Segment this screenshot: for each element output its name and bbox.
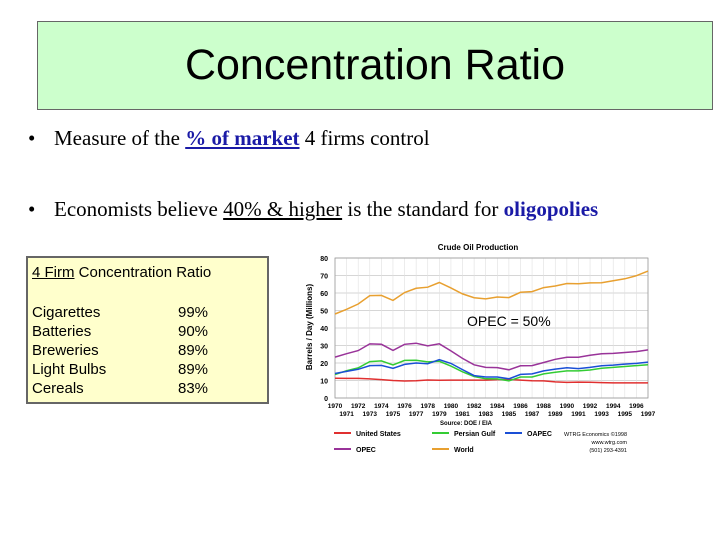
x-tick-label: 1973 bbox=[363, 411, 378, 418]
bullet-dot: • bbox=[28, 126, 36, 150]
market-share-link[interactable]: % of market bbox=[185, 126, 300, 150]
table-title-suffix: Concentration Ratio bbox=[74, 264, 212, 281]
x-tick-label: 1980 bbox=[444, 403, 459, 410]
credit-line: (501) 293-4391 bbox=[589, 448, 627, 454]
industry-ratio: 89% bbox=[178, 361, 209, 378]
concentration-table: 4 Firm Concentration Ratio Cigarettes 99%… bbox=[26, 256, 269, 404]
x-tick-label: 1992 bbox=[583, 403, 598, 410]
y-tick-label: 60 bbox=[320, 291, 328, 298]
x-tick-label: 1983 bbox=[478, 411, 493, 418]
x-tick-label: 1976 bbox=[397, 403, 412, 410]
industry-ratio: 90% bbox=[178, 323, 209, 340]
y-tick-label: 20 bbox=[320, 361, 328, 368]
x-tick-label: 1991 bbox=[571, 411, 586, 418]
chart-grid bbox=[334, 257, 649, 399]
series-line bbox=[334, 342, 649, 371]
bullet-2: • Economists believe 40% & higher is the … bbox=[28, 197, 598, 222]
industry-name: Breweries bbox=[32, 342, 99, 359]
x-tick-label: 1984 bbox=[490, 403, 505, 410]
y-axis-label: Barrels / Day (Millions) bbox=[305, 284, 314, 371]
series-line bbox=[334, 377, 648, 384]
chart-annotation: OPEC = 50% bbox=[467, 313, 551, 329]
legend-label: World bbox=[454, 447, 474, 454]
chart-credit: WTRG Economics ©1998 www.wtrg.com (501) 29… bbox=[564, 431, 627, 454]
y-tick-label: 40 bbox=[320, 326, 328, 333]
credit-line: WTRG Economics ©1998 bbox=[564, 431, 627, 438]
plot-frame bbox=[334, 257, 649, 399]
x-tick-label: 1975 bbox=[386, 411, 401, 418]
series-line bbox=[334, 358, 649, 380]
industry-ratio: 89% bbox=[178, 342, 209, 359]
x-tick-label: 1986 bbox=[513, 403, 528, 410]
legend-label: OPEC bbox=[356, 447, 376, 454]
series-line bbox=[334, 270, 649, 315]
x-tick-label: 1994 bbox=[606, 403, 621, 410]
x-tick-label: 1981 bbox=[455, 411, 470, 418]
table-title-prefix: 4 Firm bbox=[32, 264, 75, 281]
y-tick-label: 10 bbox=[320, 379, 328, 386]
slide-title: Concentration Ratio bbox=[184, 41, 566, 89]
y-tick-label: 0 bbox=[324, 396, 328, 403]
x-tick-label: 1978 bbox=[421, 403, 436, 410]
x-tick-label: 1987 bbox=[525, 411, 540, 418]
bullet-dot: • bbox=[28, 197, 36, 221]
bullet-2-mid: is the standard for bbox=[342, 197, 504, 221]
legend-label: Persian Gulf bbox=[454, 431, 496, 438]
industry-name: Cereals bbox=[32, 380, 84, 397]
table-row: Breweries 89% bbox=[32, 342, 262, 361]
y-tick-labels: 0 10 20 30 40 50 60 70 80 bbox=[320, 256, 328, 403]
bullet-2-underline: 40% & higher bbox=[223, 197, 343, 221]
x-tick-label: 1995 bbox=[618, 411, 633, 418]
title-box: Concentration Ratio bbox=[37, 21, 713, 110]
y-tick-label: 80 bbox=[320, 256, 328, 263]
series-line bbox=[334, 359, 649, 382]
x-tick-label: 1985 bbox=[502, 411, 517, 418]
x-tick-label: 1974 bbox=[374, 403, 389, 410]
x-tick-labels: 1970 1972 1974 1976 1978 1980 1982 1984 1986 1988… bbox=[328, 403, 656, 418]
credit-line: www.wtrg.com bbox=[591, 440, 628, 446]
table-row: Cereals 83% bbox=[32, 380, 262, 399]
x-tick-label: 1982 bbox=[467, 403, 482, 410]
chart-series bbox=[334, 270, 649, 384]
bullet-2-pre: Economists believe bbox=[54, 197, 224, 221]
x-tick-label: 1988 bbox=[536, 403, 551, 410]
x-tick-label: 1970 bbox=[328, 403, 343, 410]
industry-ratio: 99% bbox=[178, 304, 209, 321]
x-tick-label: 1972 bbox=[351, 403, 366, 410]
y-tick-label: 50 bbox=[320, 309, 328, 316]
table-title: 4 Firm Concentration Ratio bbox=[32, 264, 211, 281]
x-tick-label: 1996 bbox=[629, 403, 644, 410]
legend-label: United States bbox=[356, 431, 401, 438]
x-tick-label: 1977 bbox=[409, 411, 424, 418]
bullet-1: • Measure of the % of market 4 firms cont… bbox=[28, 126, 430, 151]
industry-name: Light Bulbs bbox=[32, 361, 107, 378]
chart-title: Crude Oil Production bbox=[438, 243, 519, 252]
x-tick-label: 1989 bbox=[548, 411, 563, 418]
oligopolies-term: oligopolies bbox=[503, 197, 599, 221]
x-tick-label: 1993 bbox=[594, 411, 609, 418]
y-tick-label: 30 bbox=[320, 344, 328, 351]
x-tick-label: 1971 bbox=[339, 411, 354, 418]
chart-legend: United States Persian Gulf OAPEC OPEC World bbox=[334, 431, 552, 454]
y-tick-label: 70 bbox=[320, 274, 328, 281]
table-row: Light Bulbs 89% bbox=[32, 361, 262, 380]
industry-ratio: 83% bbox=[178, 380, 209, 397]
bullet-1-post: 4 firms control bbox=[299, 126, 430, 150]
legend-label: OAPEC bbox=[527, 431, 552, 438]
industry-name: Cigarettes bbox=[32, 304, 101, 321]
x-tick-label: 1979 bbox=[432, 411, 447, 418]
x-tick-label: 1990 bbox=[560, 403, 575, 410]
table-row: Cigarettes 99% bbox=[32, 304, 262, 323]
table-row: Batteries 90% bbox=[32, 323, 262, 342]
bullet-1-pre: Measure of the bbox=[54, 126, 186, 150]
industry-name: Batteries bbox=[32, 323, 92, 340]
chart-source: Source: DOE / EIA bbox=[440, 421, 493, 427]
x-tick-label: 1997 bbox=[641, 411, 656, 418]
